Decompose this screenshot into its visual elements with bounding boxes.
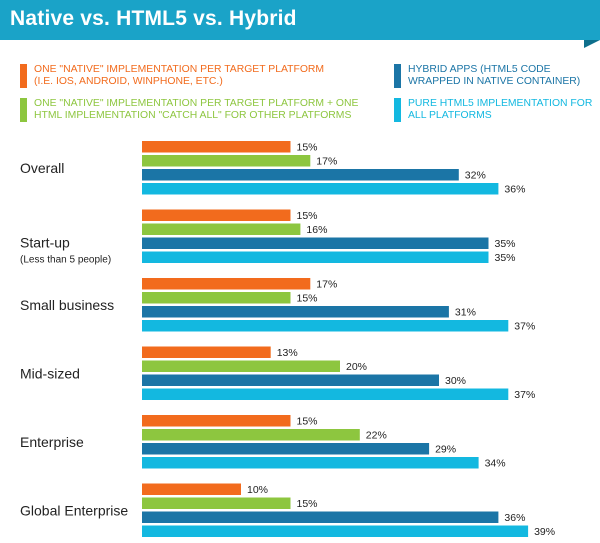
bar-enterprise-html5 <box>142 457 479 469</box>
bar-global-enterprise-native-plus-html <box>142 497 291 509</box>
bar-enterprise-native <box>142 415 291 427</box>
bar-mid-sized-html5 <box>142 388 509 400</box>
legend-swatch-native-plus-html <box>20 98 27 122</box>
legend-item-native-plus-html: One "native" implementation per target p… <box>20 98 380 122</box>
value-label-global-enterprise-hybrid: 36% <box>504 512 525 524</box>
banner-notch <box>584 40 600 48</box>
title-bar <box>0 0 600 40</box>
category-label-small-business: Small business <box>20 297 114 313</box>
legend-label-html5: Pure HTML5 implementation for all platfo… <box>408 98 593 121</box>
bar-start-up-hybrid <box>142 237 489 249</box>
value-label-small-business-hybrid: 31% <box>455 307 476 319</box>
legend-item-html5: Pure HTML5 implementation for all platfo… <box>394 98 594 122</box>
bar-overall-native-plus-html <box>142 155 311 167</box>
bar-enterprise-hybrid <box>142 443 430 455</box>
value-label-global-enterprise-html5: 39% <box>534 526 555 538</box>
value-label-enterprise-html5: 34% <box>485 458 506 470</box>
bar-overall-html5 <box>142 183 499 195</box>
bar-start-up-native <box>142 209 291 221</box>
category-label-start-up: Start-up <box>20 235 70 251</box>
value-label-overall-hybrid: 32% <box>465 170 486 182</box>
category-label-mid-sized: Mid-sized <box>20 366 80 382</box>
bar-enterprise-native-plus-html <box>142 429 360 441</box>
legend-label-hybrid: Hybrid apps (HTML5 code wrapped in nativ… <box>408 64 581 87</box>
value-label-mid-sized-native: 13% <box>277 347 298 359</box>
value-label-enterprise-native: 15% <box>297 416 318 428</box>
value-label-small-business-native: 17% <box>316 279 337 291</box>
value-label-global-enterprise-native-plus-html: 15% <box>297 498 318 510</box>
value-label-overall-native-plus-html: 17% <box>316 156 337 168</box>
bar-overall-native <box>142 141 291 153</box>
bar-small-business-hybrid <box>142 306 449 318</box>
bar-mid-sized-native-plus-html <box>142 360 340 372</box>
legend-label-native: One "native" implementation per target p… <box>34 64 325 87</box>
legend-swatch-html5 <box>394 98 401 122</box>
value-label-overall-native: 15% <box>297 142 318 154</box>
legend-item-native: One "native" implementation per target p… <box>20 64 340 88</box>
value-label-start-up-native-plus-html: 16% <box>306 224 327 236</box>
bar-mid-sized-hybrid <box>142 374 439 386</box>
category-sublabel-start-up: (Less than 5 people) <box>20 255 111 266</box>
bar-global-enterprise-native <box>142 483 241 495</box>
title-banner: Native vs. HTML5 vs. Hybrid <box>0 0 600 48</box>
category-label-global-enterprise: Global Enterprise <box>20 503 128 519</box>
bar-start-up-html5 <box>142 251 489 263</box>
chart-title: Native vs. HTML5 vs. Hybrid <box>10 7 297 30</box>
value-label-mid-sized-native-plus-html: 20% <box>346 361 367 373</box>
legend-swatch-native <box>20 64 27 88</box>
bar-start-up-native-plus-html <box>142 223 301 235</box>
value-label-small-business-html5: 37% <box>514 321 535 333</box>
bar-small-business-native-plus-html <box>142 292 291 304</box>
value-label-overall-html5: 36% <box>504 184 525 196</box>
value-label-enterprise-hybrid: 29% <box>435 444 456 456</box>
bar-overall-hybrid <box>142 169 459 181</box>
category-label-overall: Overall <box>20 160 64 176</box>
legend-label-native-plus-html: One "native" implementation per target p… <box>34 98 359 121</box>
bar-global-enterprise-html5 <box>142 525 529 537</box>
bar-small-business-native <box>142 278 311 290</box>
bar-small-business-html5 <box>142 320 509 332</box>
value-label-global-enterprise-native: 10% <box>247 484 268 496</box>
value-label-mid-sized-hybrid: 30% <box>445 375 466 387</box>
category-label-enterprise: Enterprise <box>20 434 84 450</box>
value-label-small-business-native-plus-html: 15% <box>297 293 318 305</box>
bar-mid-sized-native <box>142 346 271 358</box>
legend-swatch-hybrid <box>394 64 401 88</box>
value-label-start-up-native: 15% <box>297 210 318 222</box>
bar-global-enterprise-hybrid <box>142 511 499 523</box>
value-label-start-up-hybrid: 35% <box>495 238 516 250</box>
value-label-enterprise-native-plus-html: 22% <box>366 430 387 442</box>
legend-item-hybrid: Hybrid apps (HTML5 code wrapped in nativ… <box>394 64 594 88</box>
value-label-start-up-html5: 35% <box>495 252 516 264</box>
value-label-mid-sized-html5: 37% <box>514 389 535 401</box>
